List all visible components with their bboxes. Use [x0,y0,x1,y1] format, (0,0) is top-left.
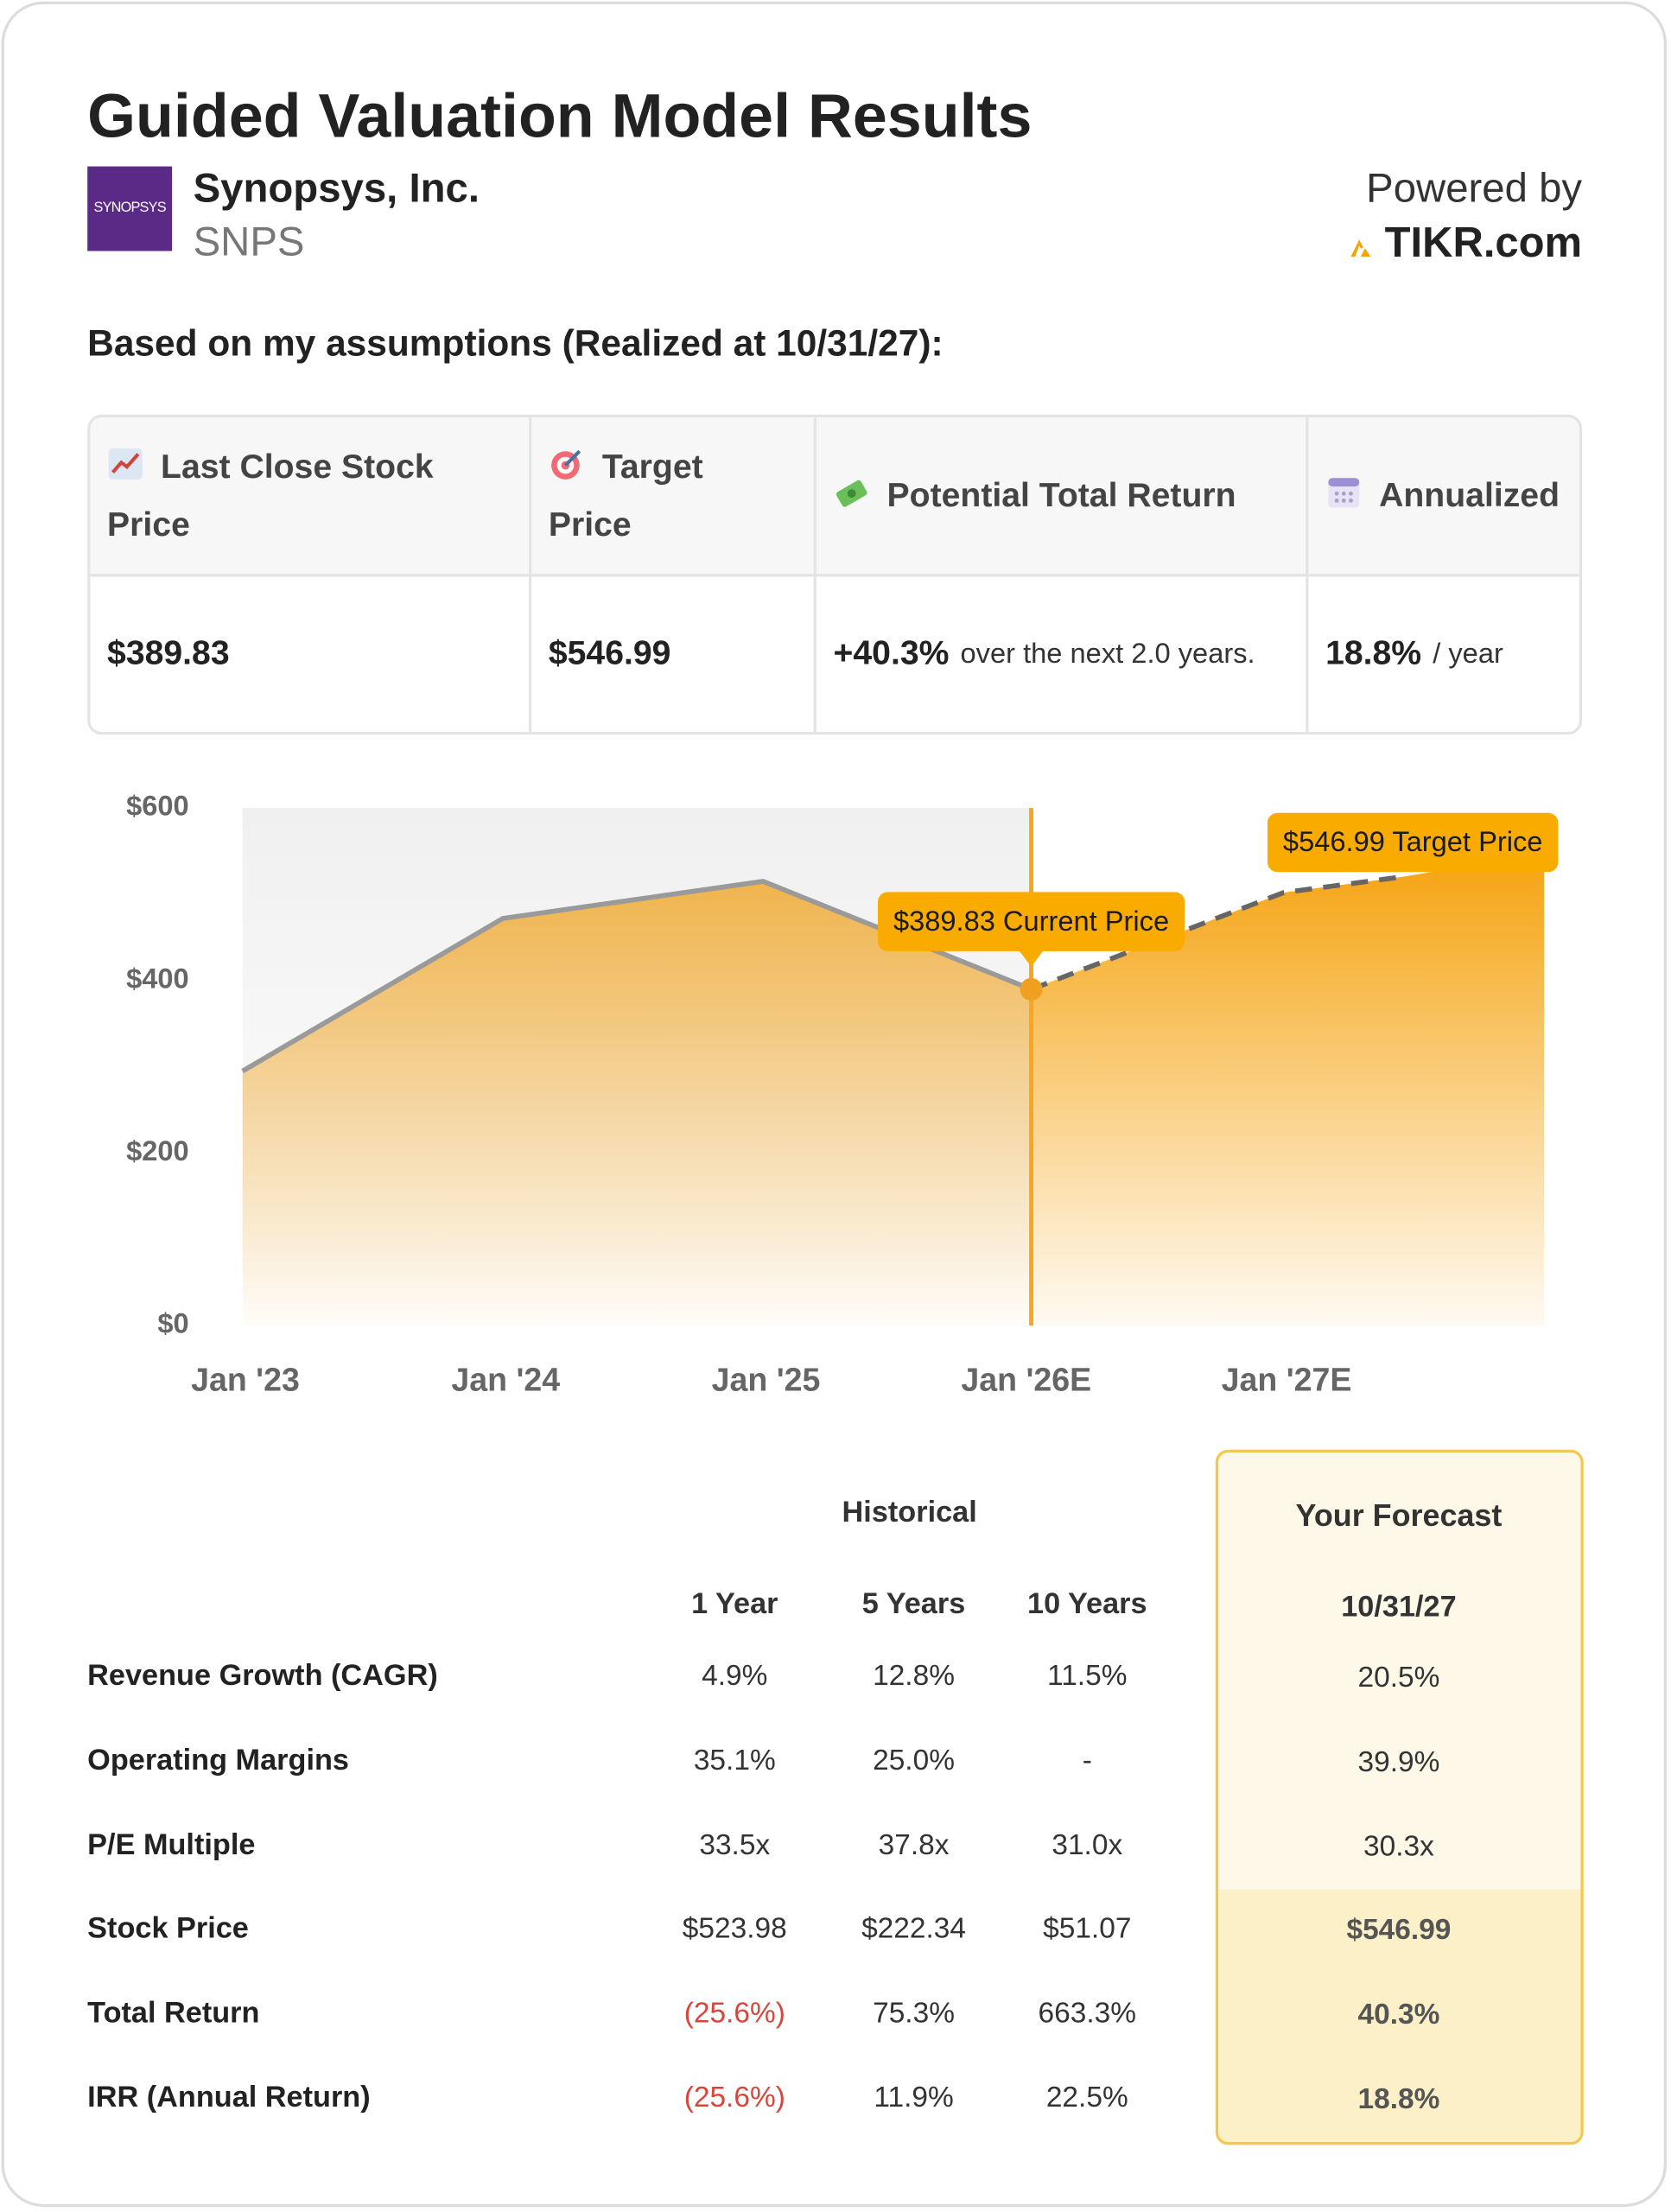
current-point [1020,977,1043,1001]
area [242,880,1032,1326]
annotation-text: $546.99 Target Price [1283,825,1542,857]
cell-value: 11.9% [874,2081,954,2114]
cell-value: 22.5% [1045,2081,1128,2114]
summary-header: Target Price [531,417,816,577]
x-tick-label: Jan '24 [451,1361,560,1397]
annotation-text: $389.83 Current Price [893,905,1169,937]
row-label: IRR (Annual Return) [87,2081,371,2114]
cell-value: 37.8x [878,1828,950,1861]
header-text: Potential Total Return [886,476,1236,515]
brand-icon [1350,239,1371,257]
cell-value: (25.6%) [683,2081,785,2114]
header-text: Annualized [1379,476,1560,515]
annotation: $389.83 Current Price [877,892,1185,967]
price-chart: $0 $200 $400 $600 Jan '23 Jan '24 Jan '25 Jan '… [126,790,1559,1397]
cell-value: 25.0% [873,1744,955,1777]
cell-value: 33.5x [699,1828,771,1861]
forecast-title: Your Forecast [1295,1497,1503,1533]
cell-value: 20.5% [1357,1661,1440,1694]
line [1030,874,1401,992]
cell-value: $389.83 [107,634,230,673]
cell-value: $546.99 [548,634,671,673]
cell-value: 35.1% [693,1744,776,1777]
cell-value: 39.9% [1357,1745,1440,1778]
y-tick-label: $400 [126,962,189,994]
title: Guided Valuation Model Results [87,81,1032,151]
header-text: Last Close Stock Price [107,448,434,544]
cell-value: 663.3% [1038,1997,1137,2030]
column-header: 10/31/27 [1341,1590,1457,1624]
summary-header: Potential Total Return [816,417,1309,577]
annotation-box [1267,812,1559,873]
cell-value: 30.3x [1363,1829,1434,1863]
cell-value: 11.5% [1047,1659,1128,1693]
header-text: Target Price [548,448,703,544]
cell-value: 40.3% [1357,1998,1440,2031]
cell-value: 18.8% [1357,2082,1440,2115]
column-header: 10 Years [1027,1587,1147,1621]
brand-text[interactable]: TIKR.com [1384,219,1583,267]
summary-header: Last Close Stock Price [90,417,532,577]
cell-value: 4.9% [702,1659,768,1693]
cell-value: +40.3% [833,634,950,673]
cell-value: $523.98 [682,1912,787,1946]
cell-value: $51.07 [1043,1912,1132,1946]
summary-cell: $389.83 [90,576,532,733]
summary-header: Annualized [1308,417,1579,577]
cell-value: 12.8% [873,1659,955,1693]
icon [836,480,867,507]
x-tick-label: Jan '27E [1222,1361,1352,1397]
summary-cell: $546.99 [531,576,816,733]
annotation-box [877,892,1185,951]
annotation-pointer [1018,950,1045,967]
company-name: Synopsys, Inc. [193,166,480,212]
summary-table: Last Close Stock Price Target Price Pote… [87,414,1583,735]
ticker: SNPS [193,219,305,265]
column-header: 1 Year [691,1587,778,1621]
summary-cell: +40.3% over the next 2.0 years. [816,576,1309,733]
row-label: Stock Price [87,1912,249,1946]
powered-by: Powered by [1366,166,1583,212]
forecast-box [1215,1449,1584,2145]
brand[interactable]: TIKR.com [1348,219,1582,268]
area [1031,854,1545,1326]
logo: SYNOPSYS [87,166,173,251]
y-tick-label: $200 [126,1135,189,1166]
x-tick-label: Jan '25 [712,1361,821,1397]
icon [108,448,143,480]
column-header: 5 Years [861,1587,966,1621]
cell-value: 31.0x [1052,1828,1123,1861]
x-tick-label: Jan '23 [191,1361,300,1397]
row-label: Operating Margins [87,1744,349,1777]
cell-value: $546.99 [1346,1914,1452,1947]
row-label: Total Return [87,1997,260,2030]
summary-cell: 18.8% / year [1308,576,1579,732]
forecast-highlight [1218,1889,1581,2143]
y-tick-label: $0 [157,1307,188,1339]
icon [551,448,581,480]
cell-note: / year [1433,638,1503,670]
cell-value: (25.6%) [683,1997,785,2030]
annotation: $546.99 Target Price [1267,812,1559,873]
cell-note: over the next 2.0 years. [960,638,1255,670]
row-label: P/E Multiple [87,1828,256,1861]
icon [1328,478,1360,508]
cell-value: 75.3% [873,1997,955,2030]
row-label: Revenue Growth (CAGR) [87,1659,438,1693]
cell-value: $222.34 [861,1912,967,1946]
assumptions: Based on my assumptions (Realized at 10/… [87,321,944,365]
cell-value: 18.8% [1325,634,1422,673]
y-tick-label: $600 [126,790,189,822]
x-tick-label: Jan '26E [961,1361,1091,1397]
cell-value: - [1082,1744,1092,1777]
group-header: Historical [842,1496,977,1529]
